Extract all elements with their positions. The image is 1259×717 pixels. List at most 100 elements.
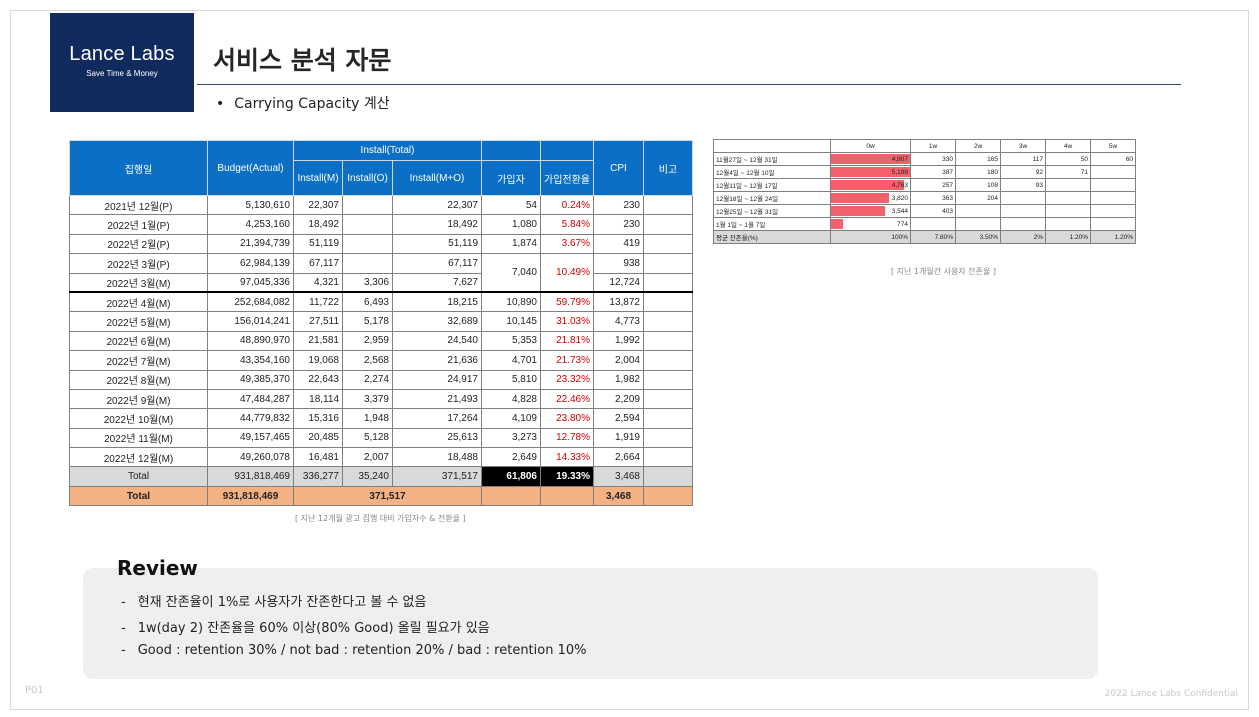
cell-cpi: 419 xyxy=(593,233,644,255)
header-note: 비고 xyxy=(643,140,693,196)
cell-install-o xyxy=(342,194,393,216)
logo: Lance Labs Save Time & Money xyxy=(50,13,194,112)
cell-install-m: 11,722 xyxy=(293,291,343,313)
cell-install-m: 67,117 xyxy=(293,253,343,274)
table-row: 2022년 4월(M) 252,684,082 11,722 6,493 18,… xyxy=(69,291,693,313)
retention-col-header: 4w xyxy=(1045,139,1091,153)
total-install-o: 35,240 xyxy=(342,466,393,487)
retention-value: 165 xyxy=(955,152,1001,166)
cell-cpi: 2,664 xyxy=(593,447,644,468)
cell-note xyxy=(643,214,693,235)
cell-cpi: 12,724 xyxy=(593,272,644,293)
total-label: Total xyxy=(69,466,208,487)
retention-value: 93 xyxy=(1000,178,1046,192)
cell-date: 2022년 7월(M) xyxy=(69,350,208,371)
cell-signups: 5,810 xyxy=(481,369,541,390)
grand-total-blank xyxy=(540,485,594,507)
cell-cpi: 230 xyxy=(593,214,644,235)
cell-install-m: 18,114 xyxy=(293,388,343,410)
cell-install-o: 3,306 xyxy=(342,272,393,293)
retention-bar xyxy=(831,219,843,229)
cell-conversion: 12.78% xyxy=(540,427,594,449)
cell-install-mo: 51,119 xyxy=(392,233,482,255)
table-caption: [ 지난 12개월 광고 집행 대비 가입자수 & 전환율 ] xyxy=(295,514,466,523)
cell-signups: 7,040 xyxy=(481,253,541,293)
cell-budget: 49,385,370 xyxy=(207,369,294,390)
retention-bar xyxy=(831,167,910,177)
total-install-m: 336,277 xyxy=(293,466,343,487)
cell-conversion: 23.80% xyxy=(540,408,594,429)
grand-total-cpi: 3,468 xyxy=(593,485,644,507)
cell-budget: 62,984,139 xyxy=(207,253,294,274)
retention-col-header: 2w xyxy=(955,139,1001,153)
header-install-o: Install(O) xyxy=(342,160,393,196)
retention-value: 117 xyxy=(1000,152,1046,166)
retention-value xyxy=(1090,217,1136,231)
cell-install-mo: 32,689 xyxy=(392,311,482,332)
cell-date: 2022년 6월(M) xyxy=(69,330,208,352)
cell-cpi: 4,773 xyxy=(593,311,644,332)
cell-install-o xyxy=(342,253,393,274)
cell-budget: 4,253,160 xyxy=(207,214,294,235)
retention-value xyxy=(1090,191,1136,205)
total-signups: 61,806 xyxy=(481,466,541,487)
cell-budget: 252,684,082 xyxy=(207,291,294,313)
cell-note xyxy=(643,272,693,293)
cell-cpi: 1,982 xyxy=(593,369,644,390)
cell-budget: 47,484,287 xyxy=(207,388,294,410)
retention-value xyxy=(1045,191,1091,205)
cell-note xyxy=(643,350,693,371)
retention-bar xyxy=(831,154,910,164)
retention-average-value: 7.80% xyxy=(910,230,956,244)
cell-install-o: 2,007 xyxy=(342,447,393,468)
cell-conversion: 14.33% xyxy=(540,447,594,468)
cell-date: 2022년 4월(M) xyxy=(69,291,208,313)
cell-install-m: 27,511 xyxy=(293,311,343,332)
retention-average-value: 2% xyxy=(1000,230,1046,244)
retention-bar xyxy=(831,180,904,190)
retention-bar xyxy=(831,206,885,216)
retention-value: 4,907 xyxy=(891,155,908,163)
cell-install-m: 4,321 xyxy=(293,272,343,293)
retention-header-row: 0w 1w 2w 3w 4w 5w xyxy=(713,139,1136,153)
retention-row: 1월 1일 ~ 1월 7일 774 xyxy=(713,217,1136,231)
review-item-text: 1w(day 2) 잔존율을 60% 이상(80% Good) 올릴 필요가 있… xyxy=(137,621,490,636)
cell-install-m: 22,307 xyxy=(293,194,343,216)
retention-row: 12월4일 ~ 12월 10일 5,198 387 180 92 71 xyxy=(713,165,1136,179)
cell-conversion: 59.79% xyxy=(540,291,594,313)
total-note xyxy=(643,466,693,487)
cell-budget: 5,130,610 xyxy=(207,194,294,216)
table-row: 2022년 1월(P) 4,253,160 18,492 18,492 1,08… xyxy=(69,214,693,235)
cell-date: 2022년 3월(M) xyxy=(69,272,208,293)
slide: Lance Labs Save Time & Money 서비스 분석 자문 •… xyxy=(10,10,1249,710)
retention-col-header: 1w xyxy=(910,139,956,153)
retention-row-label: 12월18일 ~ 12월 24일 xyxy=(713,191,831,205)
review-item: -1w(day 2) 잔존율을 60% 이상(80% Good) 올릴 필요가 … xyxy=(121,617,586,643)
total-budget: 931,818,469 xyxy=(207,466,294,487)
retention-value xyxy=(1045,217,1091,231)
cell-install-m: 20,485 xyxy=(293,427,343,449)
cell-budget: 49,157,465 xyxy=(207,427,294,449)
cell-install-m: 15,316 xyxy=(293,408,343,429)
cell-note xyxy=(643,194,693,216)
retention-row: 12월11일 ~ 12월 17일 4,763 257 108 93 xyxy=(713,178,1136,192)
cell-install-o: 2,959 xyxy=(342,330,393,352)
cell-cpi: 1,919 xyxy=(593,427,644,449)
retention-average-value: 1.20% xyxy=(1045,230,1091,244)
retention-value xyxy=(1000,217,1046,231)
table-row: 2022년 11월(M) 49,157,465 20,485 5,128 25,… xyxy=(69,427,693,449)
cell-install-m: 19,068 xyxy=(293,350,343,371)
cell-signups: 10,145 xyxy=(481,311,541,332)
cell-date: 2022년 1월(P) xyxy=(69,214,208,235)
header-conversion: 가입전환율 xyxy=(540,160,594,196)
header-blank xyxy=(481,140,541,161)
cell-install-m: 21,581 xyxy=(293,330,343,352)
retention-header-blank xyxy=(713,139,831,153)
cell-date: 2022년 10월(M) xyxy=(69,408,208,429)
cell-budget: 48,890,970 xyxy=(207,330,294,352)
retention-row-label: 11월27일 ~ 12월 31일 xyxy=(713,152,831,166)
cell-note xyxy=(643,330,693,352)
cell-date: 2022년 8월(M) xyxy=(69,369,208,390)
retention-value xyxy=(910,217,956,231)
grand-total-budget: 931,818,469 xyxy=(207,485,294,507)
